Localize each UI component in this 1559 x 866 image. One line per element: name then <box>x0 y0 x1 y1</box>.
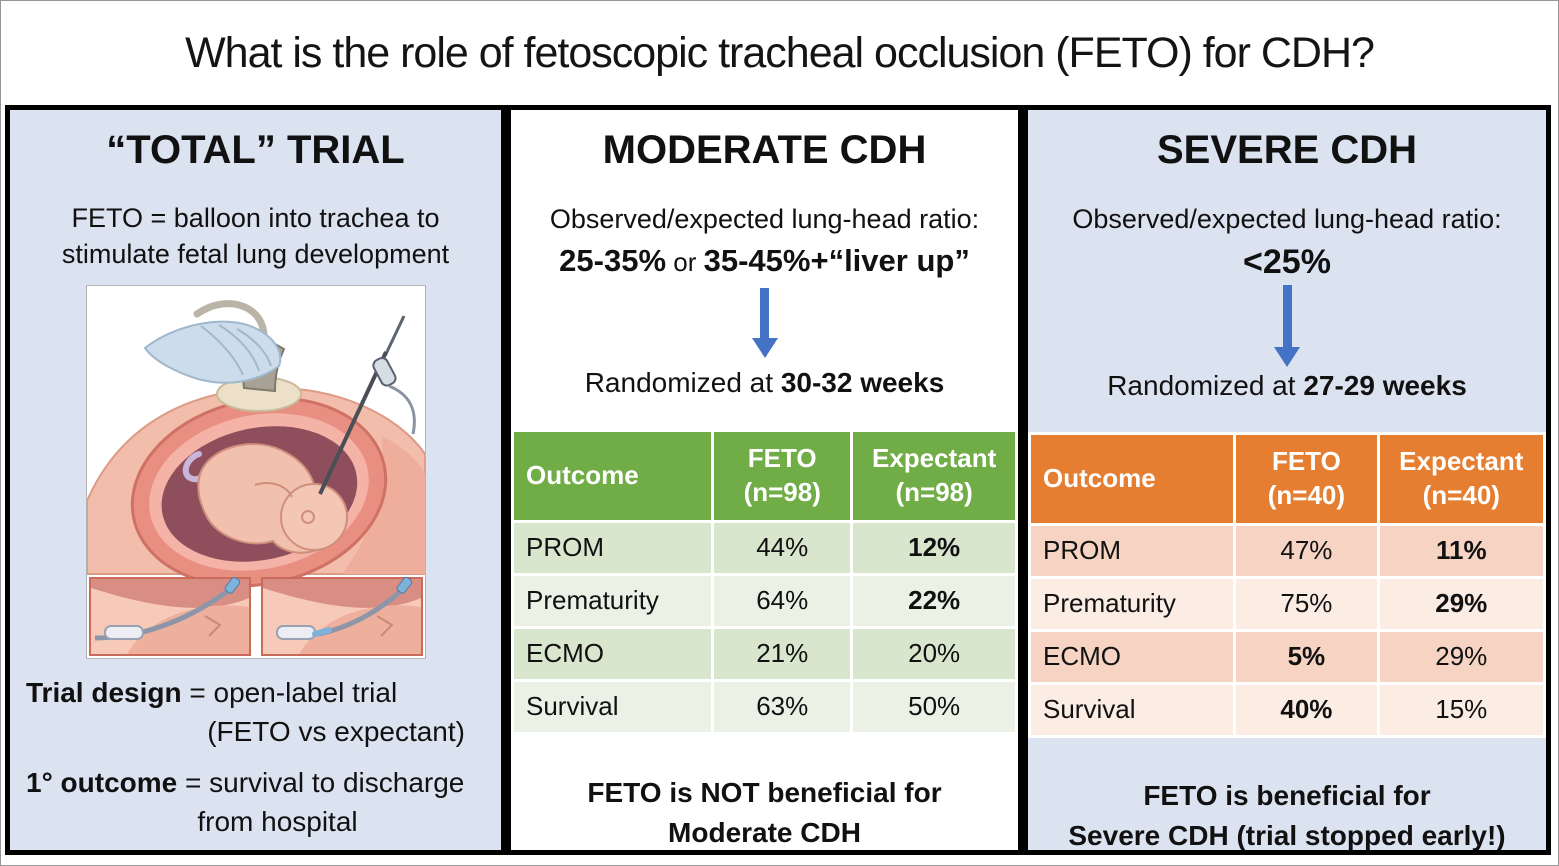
total-trial-heading: “TOTAL” TRIAL <box>106 128 405 172</box>
header-feto: FETO (n=98) <box>711 429 854 523</box>
cell-expectant: 50% <box>850 678 1018 735</box>
moderate-ratio-label: Observed/expected lung-head ratio: <box>549 204 980 234</box>
moderate-conclusion-line1: FETO is NOT beneficial for <box>587 776 942 808</box>
header-expectant-line2: (n=98) <box>895 476 973 507</box>
primary-outcome-text: 1° outcome = survival to discharge from … <box>26 763 501 841</box>
down-arrow-icon <box>751 288 778 358</box>
moderate-conclusion: FETO is NOT beneficial for Moderate CDH <box>511 773 1018 850</box>
down-arrow-icon <box>1274 285 1300 367</box>
cell-outcome: ECMO <box>511 625 715 682</box>
severe-conclusion-line1: FETO is beneficial for <box>1143 779 1431 811</box>
header-expectant-line2: (n=40) <box>1422 479 1500 510</box>
severe-randomized-weeks: 27-29 weeks <box>1303 370 1467 401</box>
header-feto-line2: (n=40) <box>1267 479 1346 510</box>
cell-feto: 64% <box>711 572 854 629</box>
cell-feto: 44% <box>711 519 854 576</box>
cell-outcome: PROM <box>511 519 715 576</box>
cell-expectant: 22% <box>850 572 1018 629</box>
moderate-arrow-block <box>511 279 1018 367</box>
cell-feto: 63% <box>711 678 854 735</box>
table-header-row: Outcome FETO (n=98) Expectant (n=98) <box>511 429 1018 523</box>
cell-feto: 75% <box>1233 575 1380 632</box>
cell-outcome: Prematurity <box>511 572 715 629</box>
severe-conclusion-line2: Severe CDH (trial stopped early!) <box>1068 820 1506 852</box>
table-header-row: Outcome FETO (n=40) Expectant (n=40) <box>1028 432 1546 526</box>
panels-row: “TOTAL” TRIAL FETO = balloon into trache… <box>1 105 1558 855</box>
table-row: ECMO 21% 20% <box>511 625 1018 682</box>
cell-expectant: 29% <box>1376 628 1546 685</box>
moderate-ratio-range2: 35-45%+“liver up” <box>703 243 970 278</box>
cell-feto: 40% <box>1233 681 1380 738</box>
cell-expectant: 11% <box>1376 522 1546 579</box>
trial-design-value-line2: (FETO vs expectant) <box>207 716 465 748</box>
cell-outcome: Prematurity <box>1028 575 1237 632</box>
trial-design-label: Trial design <box>26 676 182 708</box>
severe-randomized-text: Randomized at 27-29 weeks <box>1028 370 1546 402</box>
primary-outcome-value: = survival to discharge <box>177 767 465 799</box>
feto-description-line2: stimulate fetal lung development <box>61 239 450 270</box>
cell-expectant: 15% <box>1376 681 1546 738</box>
cell-expectant: 12% <box>850 519 1018 576</box>
panel-severe-cdh: SEVERE CDH Observed/expected lung-head r… <box>1023 105 1551 855</box>
moderate-conclusion-line2: Moderate CDH <box>668 817 861 849</box>
table-row: Prematurity 75% 29% <box>1028 575 1546 632</box>
cell-feto: 21% <box>711 625 854 682</box>
severe-ratio-value: <25% <box>1028 243 1546 282</box>
trial-design-value: = open-label trial <box>181 676 398 708</box>
table-row: PROM 44% 12% <box>511 519 1018 576</box>
header-feto: FETO (n=40) <box>1233 432 1380 526</box>
table-row: Prematurity 64% 22% <box>511 572 1018 629</box>
moderate-outcomes-table: Outcome FETO (n=98) Expectant (n=98) PROM … <box>511 429 1018 735</box>
cell-outcome: Survival <box>1028 681 1237 738</box>
severe-conclusion: FETO is beneficial for Severe CDH (trial… <box>1028 776 1546 852</box>
moderate-ratio-range1: 25-35% <box>559 243 667 278</box>
header-feto-line2: (n=98) <box>743 476 821 507</box>
header-expectant-line1: Expectant <box>872 443 997 473</box>
balloon-inset-left <box>88 576 251 656</box>
feto-description-line1: FETO = balloon into trachea to <box>71 203 440 233</box>
cell-outcome: PROM <box>1028 522 1237 579</box>
moderate-randomized-text: Randomized at 30-32 weeks <box>511 367 1018 399</box>
severe-randomized-prefix: Randomized at <box>1107 370 1304 401</box>
cell-feto: 47% <box>1233 522 1380 579</box>
page-title: What is the role of fetoscopic tracheal … <box>185 28 1375 77</box>
cell-feto: 5% <box>1233 628 1380 685</box>
header-expectant: Expectant (n=98) <box>850 429 1018 523</box>
feto-procedure-illustration <box>85 284 426 659</box>
trial-design-text: Trial design = open-label trial (FETO vs… <box>26 673 501 751</box>
cell-outcome: ECMO <box>1028 628 1237 685</box>
cell-expectant: 29% <box>1376 575 1546 632</box>
table-row: ECMO 5% 29% <box>1028 628 1546 685</box>
moderate-randomized-prefix: Randomized at <box>584 367 781 398</box>
header-expectant: Expectant (n=40) <box>1376 432 1546 526</box>
feto-procedure-drawing <box>85 300 426 656</box>
panel-total-trial: “TOTAL” TRIAL FETO = balloon into trache… <box>5 105 506 855</box>
table-row: PROM 47% 11% <box>1028 522 1546 579</box>
slide-title-bar: What is the role of fetoscopic tracheal … <box>1 1 1558 105</box>
header-feto-line1: FETO <box>1271 446 1341 476</box>
header-outcome: Outcome <box>1028 432 1237 526</box>
table-row: Survival 63% 50% <box>511 678 1018 735</box>
moderate-cdh-heading: MODERATE CDH <box>602 128 927 172</box>
severe-cdh-heading: SEVERE CDH <box>1156 128 1418 172</box>
severe-ratio-range: <25% <box>1243 243 1331 281</box>
header-feto-line1: FETO <box>747 443 817 473</box>
feto-description: FETO = balloon into trachea to stimulate… <box>10 200 501 273</box>
moderate-ratio-value: 25-35% or 35-45%+“liver up” <box>511 243 1018 279</box>
primary-outcome-value-line2: from hospital <box>197 806 358 838</box>
primary-outcome-label: 1° outcome <box>26 767 178 799</box>
header-expectant-line1: Expectant <box>1399 446 1524 476</box>
table-row: Survival 40% 15% <box>1028 681 1546 738</box>
panel-moderate-cdh: MODERATE CDH Observed/expected lung-head… <box>506 105 1023 855</box>
severe-outcomes-table: Outcome FETO (n=40) Expectant (n=40) PROM … <box>1028 432 1546 738</box>
severe-arrow-block <box>1028 282 1546 370</box>
cell-expectant: 20% <box>850 625 1018 682</box>
moderate-randomized-weeks: 30-32 weeks <box>780 367 945 398</box>
cell-outcome: Survival <box>511 678 715 735</box>
balloon-inset-right <box>260 576 423 656</box>
severe-ratio-label: Observed/expected lung-head ratio: <box>1072 204 1502 234</box>
header-outcome: Outcome <box>511 429 715 523</box>
moderate-ratio-or: or <box>666 247 704 277</box>
